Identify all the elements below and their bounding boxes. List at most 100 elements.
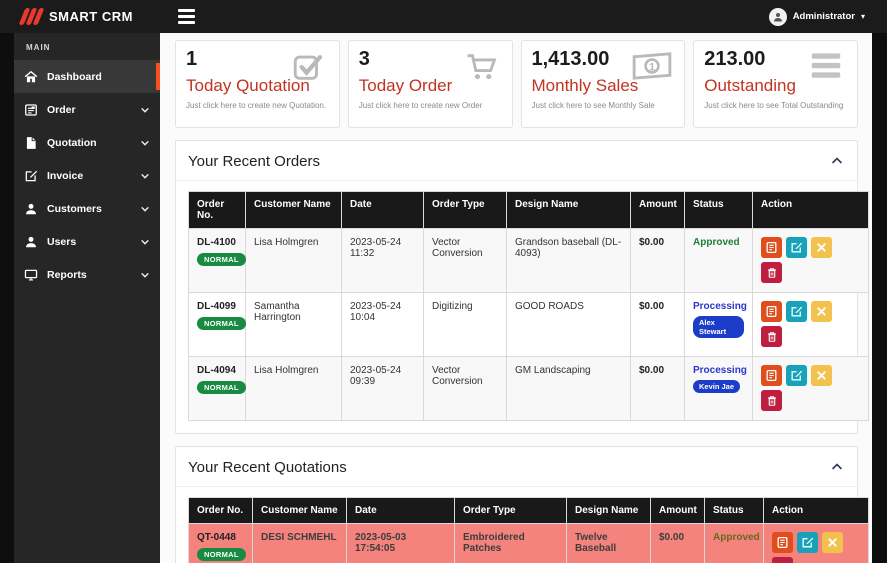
priority-badge: NORMAL (197, 253, 246, 266)
sidebar-item-users[interactable]: Users (14, 225, 160, 258)
stat-subtitle: Just click here to create new Order (358, 101, 483, 110)
invoice-icon (777, 536, 788, 549)
recent-quotations-panel: Your Recent Quotations Order No. Custome… (175, 446, 869, 563)
invoice-button[interactable] (761, 301, 782, 322)
stat-subtitle: Just click here to see Total Outstanding (704, 101, 844, 110)
order-icon (25, 103, 37, 116)
order-number: DL-4099 (197, 301, 236, 312)
column-header: Amount (650, 497, 705, 524)
edit-icon (791, 306, 803, 317)
cancel-button[interactable] (811, 301, 832, 322)
sidebar-item-reports[interactable]: Reports (14, 258, 160, 291)
recent-orders-panel: Your Recent Orders Order No. Customer Na… (175, 140, 869, 434)
stat-card-today-order[interactable]: 3 Today Order Just click here to create … (347, 40, 513, 128)
cancel-icon (817, 243, 826, 252)
chevron-down-icon (141, 206, 149, 212)
menu-toggle-button[interactable] (174, 2, 199, 31)
delete-button[interactable] (772, 557, 793, 563)
collapse-panel-button[interactable] (829, 150, 845, 172)
row-actions (761, 365, 841, 411)
sidebar-item-invoice[interactable]: Invoice (14, 159, 160, 192)
sidebar-item-label: Reports (47, 268, 87, 281)
edit-button[interactable] (786, 301, 807, 322)
stat-card-monthly-sales[interactable]: 1,413.00 1 Monthly Sales Just click here… (520, 40, 686, 128)
stat-subtitle: Just click here to create new Quotation. (186, 101, 327, 110)
customer-name: Lisa Holmgren (245, 356, 342, 421)
design-name: Twelve Baseball (566, 523, 651, 563)
users-icon (26, 236, 36, 247)
sidebar-item-order[interactable]: Order (14, 93, 160, 126)
invoice-button[interactable] (761, 365, 782, 386)
column-header: Design Name (566, 497, 651, 524)
stat-cards: 1 Today Quotation Just click here to cre… (175, 40, 858, 128)
chevron-up-icon (832, 157, 842, 164)
assignee-badge: Alex Stewart (693, 316, 744, 338)
column-header: Customer Name (252, 497, 347, 524)
sidebar-item-customers[interactable]: Customers (14, 192, 160, 225)
stat-title: Monthly Sales (531, 76, 639, 95)
order-type: Embroidered Patches (454, 523, 567, 563)
edit-icon (802, 537, 814, 548)
brand-name: SMART CRM (49, 9, 133, 24)
edit-button[interactable] (786, 365, 807, 386)
order-time: 09:39 (350, 376, 376, 387)
cancel-button[interactable] (822, 532, 843, 553)
stat-title: Today Order (358, 76, 453, 95)
table-row: DL-4094 NORMAL Lisa Holmgren 2023-05-24 … (188, 356, 869, 421)
order-type: Vector Conversion (423, 228, 507, 293)
trash-icon (767, 267, 776, 278)
table-row: QT-0448 NORMAL DESI SCHMEHL 2023-05-03 1… (188, 523, 869, 563)
recent-quotations-table: Order No. Customer Name Date Order Type … (188, 497, 869, 563)
user-menu[interactable]: Administrator ▾ (768, 7, 865, 26)
sidebar-item-label: Dashboard (47, 70, 102, 83)
delete-button[interactable] (761, 326, 782, 347)
sidebar-item-label: Quotation (47, 136, 97, 149)
priority-badge: NORMAL (197, 317, 246, 330)
edit-button[interactable] (786, 237, 807, 258)
brand[interactable]: SMART CRM (14, 8, 160, 25)
bars-icon (807, 50, 845, 87)
table-row: DL-4100 NORMAL Lisa Holmgren 2023-05-24 … (188, 228, 869, 293)
column-header: Date (346, 497, 455, 524)
order-number: QT-0448 (197, 532, 236, 543)
stat-card-outstanding[interactable]: 213.00 Outstanding Just click here to se… (693, 40, 858, 128)
stat-value: 213.00 (704, 48, 766, 70)
svg-text:1: 1 (649, 61, 656, 73)
stat-value: 3 (358, 48, 370, 70)
column-header: Customer Name (245, 191, 342, 229)
user-name: Administrator (792, 11, 855, 22)
delete-button[interactable] (761, 262, 782, 283)
invoice-button[interactable] (761, 237, 782, 258)
collapse-panel-button[interactable] (829, 456, 845, 478)
quotation-icon (26, 136, 36, 149)
edit-button[interactable] (797, 532, 818, 553)
amount: $0.00 (630, 228, 685, 293)
invoice-icon (766, 369, 777, 382)
sidebar-item-quotation[interactable]: Quotation (14, 126, 160, 159)
sidebar-item-dashboard[interactable]: Dashboard (14, 60, 160, 93)
stat-card-today-quotation[interactable]: 1 Today Quotation Just click here to cre… (175, 40, 340, 128)
invoice-button[interactable] (772, 532, 793, 553)
sidebar-item-label: Users (47, 235, 77, 248)
trash-icon (767, 395, 776, 406)
edit-icon (791, 370, 803, 381)
delete-button[interactable] (761, 390, 782, 411)
design-name: GOOD ROADS (506, 292, 631, 357)
customers-icon (26, 203, 36, 214)
column-header: Order Type (423, 191, 507, 229)
stat-value: 1,413.00 (531, 48, 610, 70)
cancel-button[interactable] (811, 365, 832, 386)
user-avatar-icon (768, 7, 787, 26)
column-header: Amount (630, 191, 685, 229)
customer-name: DESI SCHMEHL (252, 523, 347, 563)
sidebar-item-label: Invoice (47, 169, 84, 182)
order-date: 2023-05-24 (350, 301, 402, 312)
row-actions (761, 237, 841, 283)
chevron-down-icon: ▾ (860, 12, 865, 21)
stat-subtitle: Just click here to see Monthly Sale (531, 101, 655, 110)
reports-icon (24, 269, 38, 281)
cancel-button[interactable] (811, 237, 832, 258)
brand-logo-icon (18, 8, 45, 25)
amount: $0.00 (630, 356, 685, 421)
chevron-down-icon (141, 107, 149, 113)
